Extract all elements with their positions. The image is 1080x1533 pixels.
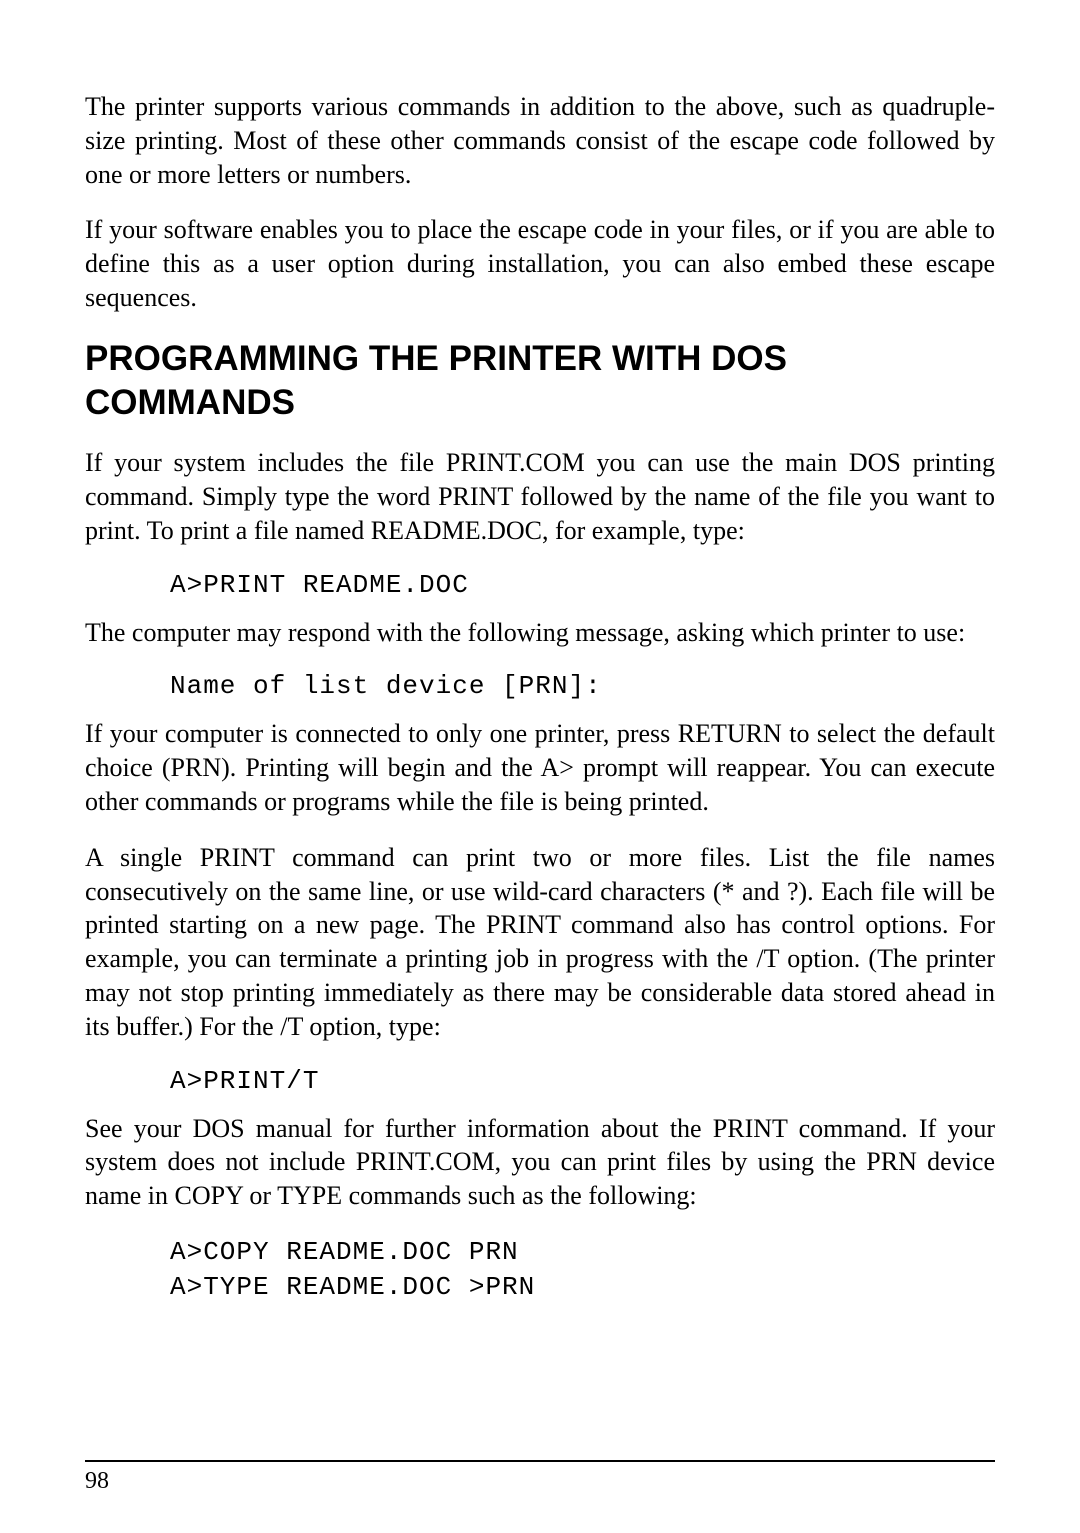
page-footer: 98 [85,1460,995,1495]
paragraph-4: The computer may respond with the follow… [85,616,995,650]
code-example-4: A>COPY README.DOC PRN A>TYPE README.DOC … [170,1235,995,1305]
code-example-2: Name of list device [PRN]: [170,671,995,701]
section-heading: PROGRAMMING THE PRINTER WITH DOS COMMAND… [85,337,995,425]
code-example-1: A>PRINT README.DOC [170,570,995,600]
page-number: 98 [85,1468,995,1495]
paragraph-1: The printer supports various commands in… [85,90,995,191]
code-example-3: A>PRINT/T [170,1066,995,1096]
paragraph-5: If your computer is connected to only on… [85,717,995,818]
footer-divider [85,1460,995,1462]
paragraph-2: If your software enables you to place th… [85,213,995,314]
paragraph-3: If your system includes the file PRINT.C… [85,446,995,547]
paragraph-7: See your DOS manual for further informat… [85,1112,995,1213]
paragraph-6: A single PRINT command can print two or … [85,841,995,1044]
